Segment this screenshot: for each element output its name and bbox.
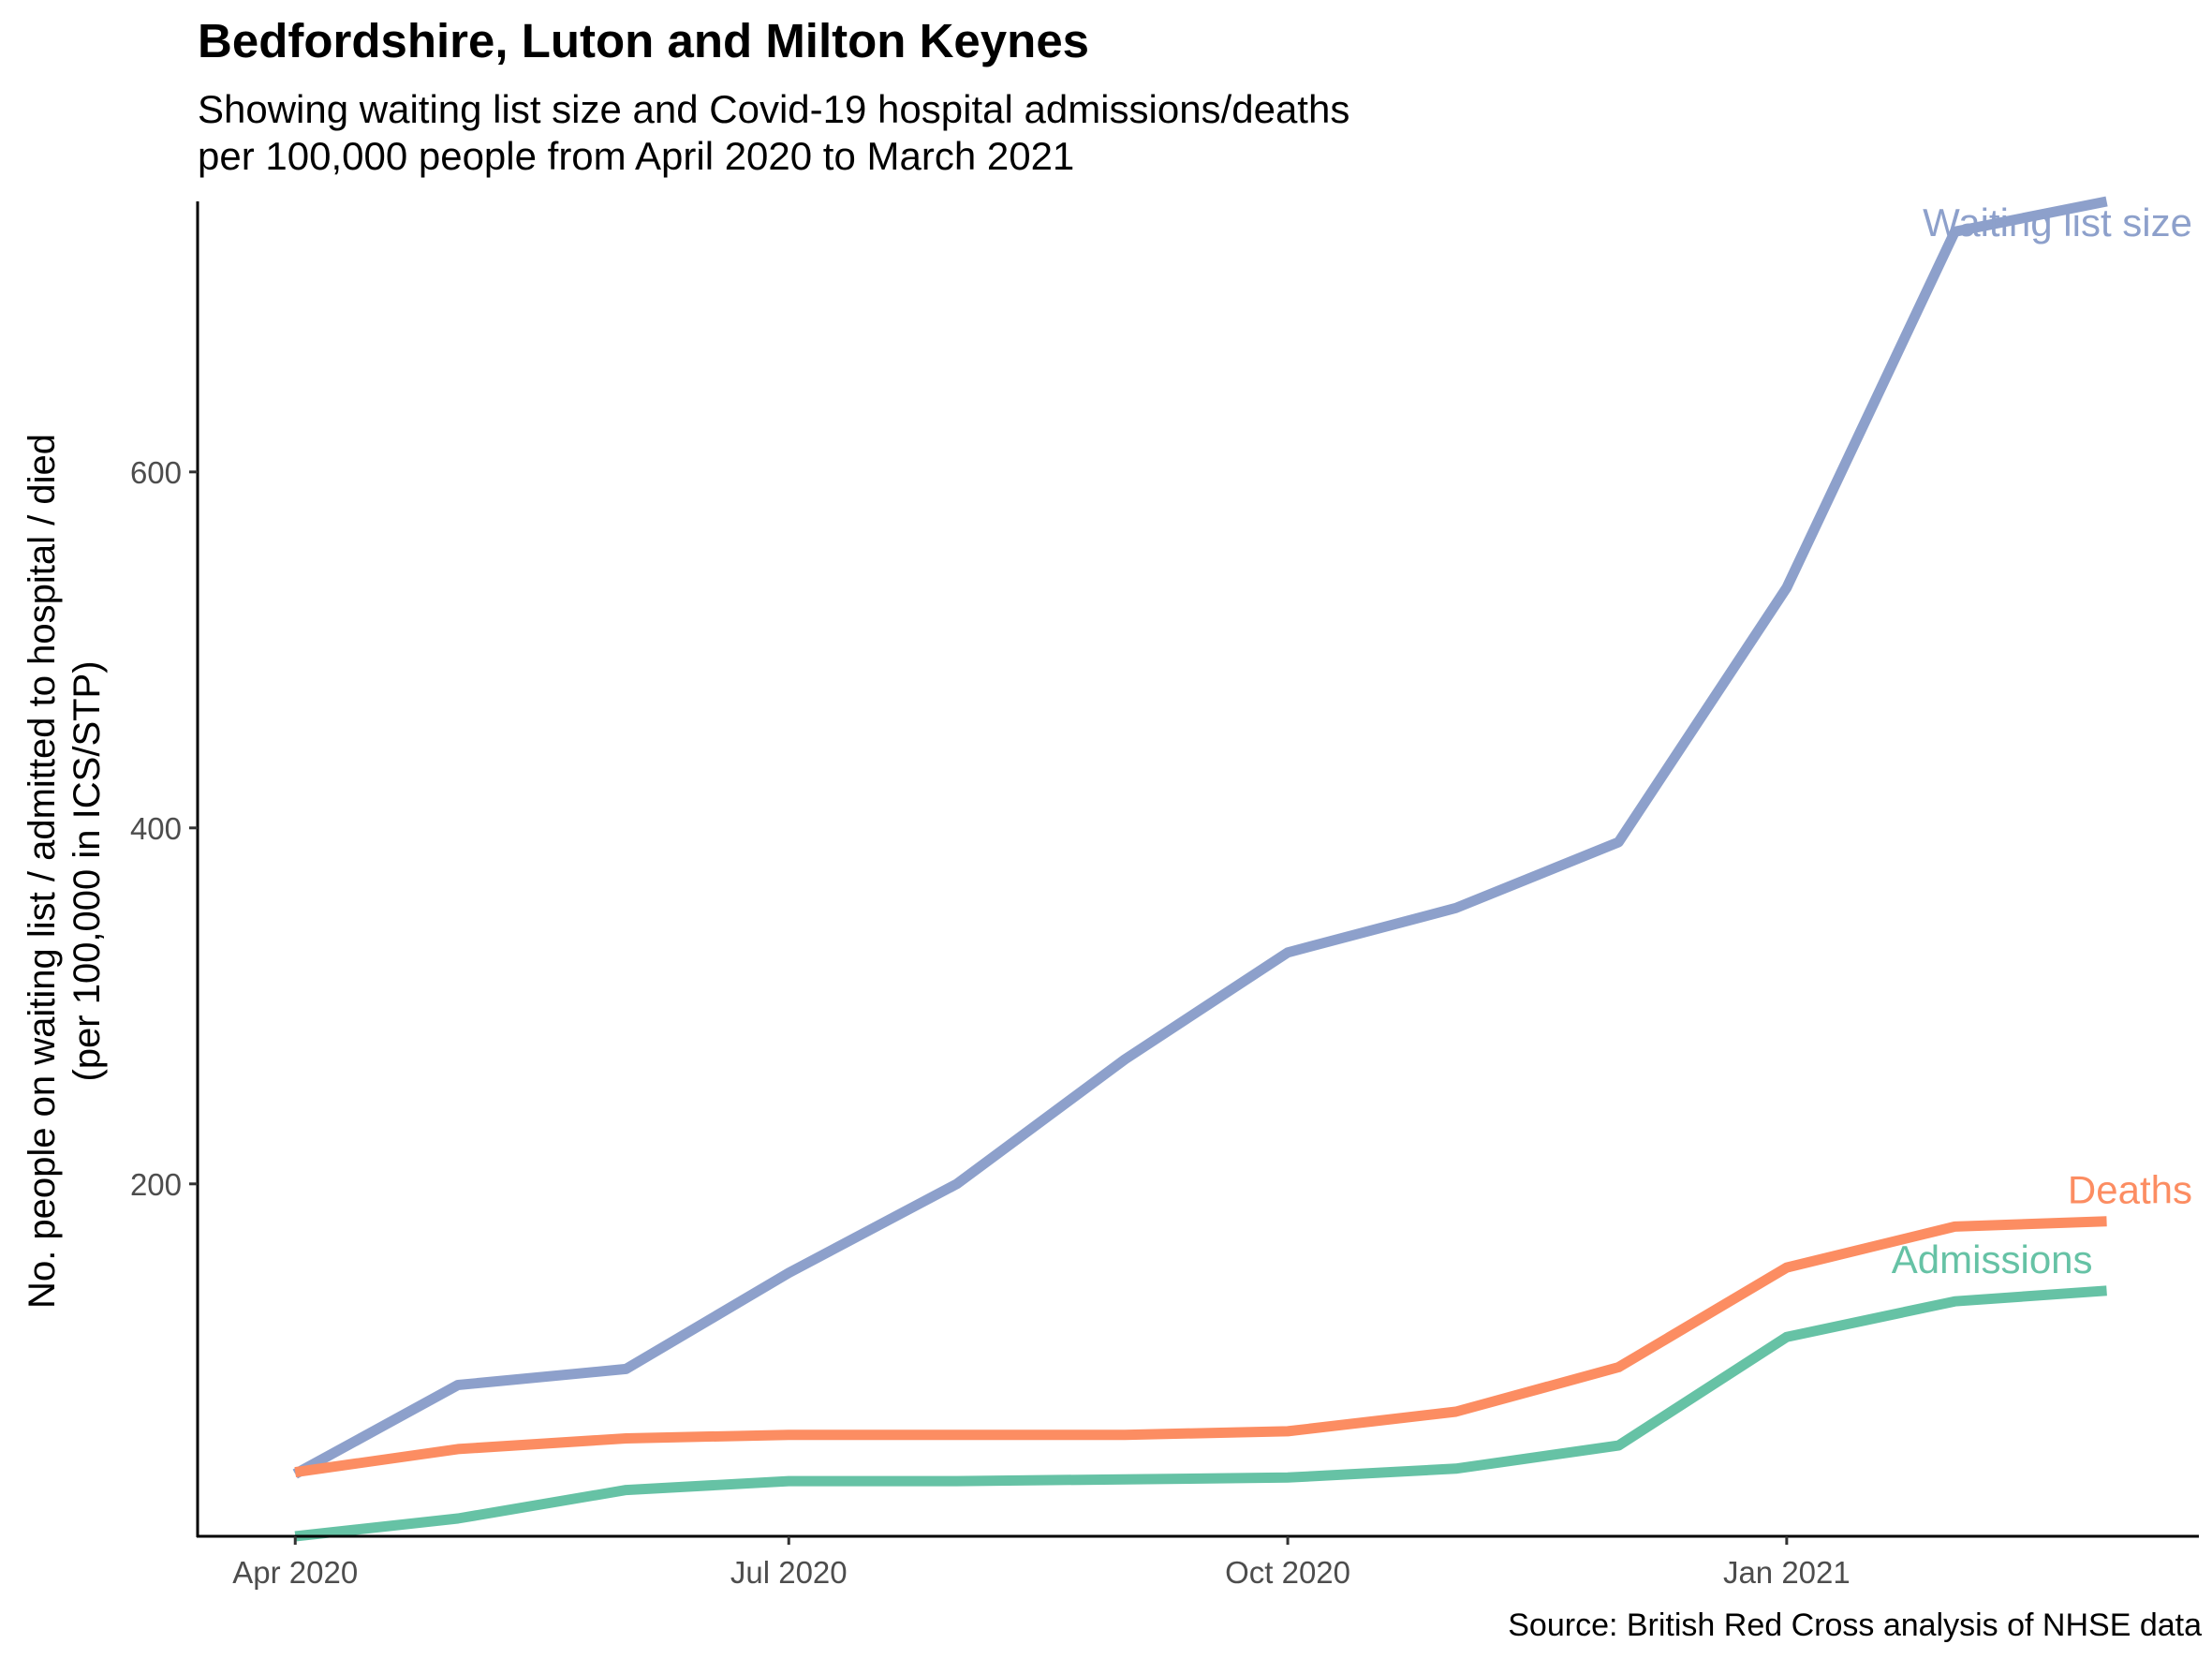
y-tick-label: 200 <box>130 1167 182 1202</box>
series-line-waiting-list-size <box>292 196 2108 1479</box>
series-label-admissions: Admissions <box>1892 1237 2093 1281</box>
chart-subtitle-line-1: Showing waiting list size and Covid-19 h… <box>198 87 1350 131</box>
y-tick-label: 400 <box>130 811 182 846</box>
x-tick-label: Jan 2021 <box>1723 1555 1851 1590</box>
chart-subtitle-line-2: per 100,000 people from April 2020 to Ma… <box>198 134 1075 178</box>
chart-title: Bedfordshire, Luton and Milton Keynes <box>198 14 1090 67</box>
x-axis-ticks: Apr 2020 Jul 2020 Oct 2020 Jan 2021 <box>232 1536 1851 1590</box>
x-tick-label: Oct 2020 <box>1225 1555 1350 1590</box>
chart-subtitle: Showing waiting list size and Covid-19 h… <box>198 86 1349 180</box>
y-axis-ticks: 200 400 600 <box>130 455 198 1202</box>
series-label-waiting-list-size: Waiting list size <box>1923 200 2192 244</box>
series-lines <box>292 196 2108 1542</box>
y-axis-label-line-1: No. people on waiting list / admitted to… <box>22 434 63 1309</box>
series-line-deaths <box>294 1216 2107 1478</box>
y-tick-label: 600 <box>130 455 182 490</box>
x-tick-label: Jul 2020 <box>730 1555 848 1590</box>
x-tick-label: Apr 2020 <box>232 1555 358 1590</box>
chart-caption: Source: British Red Cross analysis of NH… <box>1508 1607 2202 1643</box>
series-labels: Waiting list size Deaths Admissions <box>1892 200 2192 1281</box>
y-axis-label-line-2: (per 100,000 in ICS/STP) <box>66 660 108 1081</box>
series-label-deaths: Deaths <box>2068 1168 2192 1212</box>
series-line-admissions <box>294 1285 2107 1542</box>
